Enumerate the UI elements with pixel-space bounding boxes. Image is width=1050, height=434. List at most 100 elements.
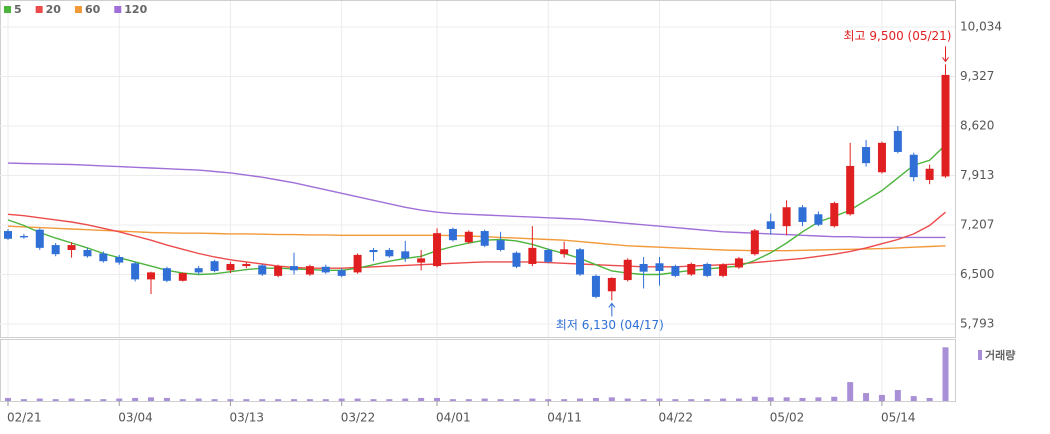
price-frame (0, 0, 956, 338)
volume-bar (306, 399, 313, 401)
candle-body (877, 142, 886, 173)
candle-body (162, 268, 171, 281)
volume-bar (386, 399, 393, 401)
volume-bar (163, 397, 170, 401)
candle-body (369, 249, 378, 253)
moving-average-line (7, 162, 946, 239)
volume-bar (688, 399, 695, 401)
candle-body (210, 261, 219, 271)
x-tick-label: 03/22 (341, 411, 376, 425)
volume-bar (338, 398, 345, 401)
x-tick-label: 05/02 (770, 411, 805, 425)
volume-bar (926, 397, 933, 401)
volume-bar (545, 399, 552, 401)
volume-bar (799, 397, 806, 401)
volume-bar (227, 399, 234, 401)
volume-bar (354, 398, 361, 401)
candle-body (51, 245, 60, 255)
volume-bar (878, 394, 885, 401)
volume-bar (577, 398, 584, 401)
legend-swatch (35, 6, 43, 13)
volume-bar (910, 396, 917, 401)
volume-bar (608, 397, 615, 401)
candle-body (19, 235, 28, 238)
volume-bar (84, 399, 91, 401)
volume-bar (735, 398, 742, 401)
y-tick-label: 8,620 (960, 119, 994, 133)
volume-bar (465, 399, 472, 401)
y-tick-label: 5,793 (960, 316, 994, 330)
candle-body (290, 266, 299, 271)
y-tick-label: 10,034 (960, 20, 1002, 34)
candle-body (814, 214, 823, 225)
x-tick-label: 05/14 (881, 411, 916, 425)
volume-bar (561, 399, 568, 401)
x-tick-label: 03/13 (229, 411, 264, 425)
volume-bar (529, 398, 536, 401)
legend-label: 5 (14, 3, 22, 16)
volume-bar (672, 399, 679, 401)
candle-body (623, 259, 632, 281)
volume-bar (100, 399, 107, 401)
candle-body (480, 231, 489, 246)
candle-body (464, 231, 473, 243)
candle-body (448, 228, 457, 241)
volume-bar (704, 399, 711, 401)
volume-bar (132, 397, 139, 401)
high-annotation: 최고 9,500 (05/21) (843, 29, 951, 43)
candle-body (433, 233, 442, 267)
candle-body (35, 229, 44, 248)
volume-bar (291, 399, 298, 401)
candle-body (512, 252, 521, 267)
legend-swatch (114, 6, 122, 13)
candle-body (687, 263, 696, 275)
candle-body (862, 147, 871, 164)
volume-bar (179, 399, 186, 401)
volume-bar (116, 398, 123, 401)
candle-body (305, 266, 314, 275)
candle-body (719, 264, 728, 276)
candle-body (115, 256, 124, 263)
candle-body (496, 240, 505, 250)
volume-bar (767, 397, 774, 401)
volume-bar (434, 397, 441, 401)
volume-bar (195, 398, 202, 401)
low-annotation: 최저 6,130 (04/17) (556, 318, 664, 332)
legend-swatch (4, 6, 11, 13)
high-arrow (942, 46, 949, 63)
candle-body (734, 258, 743, 268)
volume-legend: 거래량 (985, 348, 1015, 362)
volume-bar (259, 399, 266, 401)
volume-bar (831, 396, 838, 401)
legend-label: 120 (124, 3, 147, 16)
x-tick-label: 04/22 (658, 411, 693, 425)
candle-body (893, 130, 902, 152)
volume-bar (751, 396, 758, 401)
candle-body (846, 165, 855, 215)
candle-body (544, 249, 553, 262)
candle-body (925, 168, 934, 180)
volume-bar (68, 398, 75, 401)
candle-body (131, 263, 140, 280)
candle-body (226, 263, 235, 271)
volume-bar (402, 398, 409, 401)
candle-body (782, 207, 791, 227)
volume-bar (513, 399, 520, 401)
candle-body (655, 263, 664, 271)
x-tick-label: 03/04 (118, 411, 153, 425)
candle-body (560, 249, 569, 255)
volume-bar (52, 399, 59, 401)
candle-body (178, 273, 187, 281)
volume-bar (211, 399, 218, 401)
legend-label: 20 (46, 3, 62, 16)
candle-body (4, 231, 12, 239)
candle-body (671, 266, 680, 276)
y-tick-label: 7,913 (960, 168, 994, 182)
volume-bar (148, 397, 155, 401)
candle-body (337, 270, 346, 276)
volume-bar (5, 397, 11, 401)
volume-bar (592, 397, 599, 401)
volume-bar (847, 382, 854, 401)
candle-body (703, 263, 712, 276)
